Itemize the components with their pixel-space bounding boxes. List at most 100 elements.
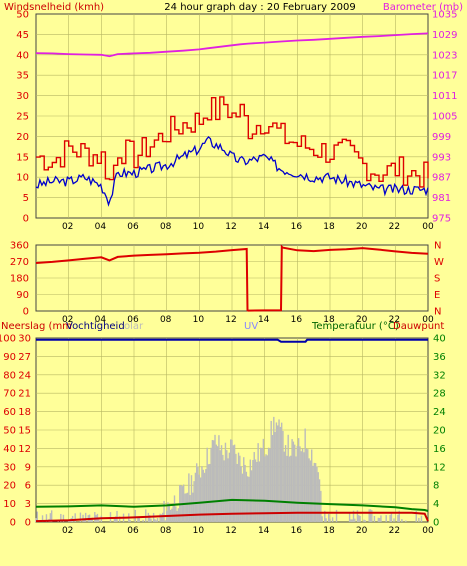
rain-y-tick: 27	[18, 352, 31, 363]
solar-bar	[202, 469, 204, 522]
wind-x-tick: 12	[225, 222, 236, 232]
wind-y-tick: 35	[16, 71, 29, 82]
solar-bar	[295, 456, 297, 522]
rain-x-tick: 00	[422, 526, 434, 536]
wind-x-tick: 22	[389, 222, 400, 232]
humidity-y-tick: 80	[3, 370, 16, 381]
wind-x-tick: 02	[62, 222, 73, 232]
solar-bar	[198, 474, 201, 522]
solar-bar	[193, 481, 195, 522]
solar-bar	[197, 466, 199, 522]
solar-bar	[397, 514, 399, 522]
solar-bar	[206, 447, 208, 522]
temperature-y-tick: 4	[433, 499, 439, 510]
direction-x-tick: 22	[389, 315, 400, 325]
wind-y-tick: 20	[16, 132, 29, 143]
solar-bar	[159, 513, 161, 522]
solar-bar	[385, 515, 387, 522]
solar-bar	[378, 517, 381, 522]
solar-bar	[271, 435, 274, 522]
wind-y-tick: 40	[16, 50, 29, 61]
temperature-y-tick: 8	[433, 481, 439, 492]
solar-bar	[220, 445, 223, 522]
solar-bar	[219, 450, 221, 522]
solar-bar	[356, 510, 359, 522]
solar-bar	[324, 510, 326, 522]
direction-x-tick: 08	[160, 315, 172, 325]
solar-bar	[288, 456, 291, 522]
solar-bar	[265, 454, 267, 522]
solar-bar	[243, 457, 245, 522]
solar-bar	[203, 472, 206, 522]
wind-y-tick: 0	[23, 214, 29, 225]
solar-bar	[314, 463, 317, 522]
solar-bar	[331, 517, 334, 522]
wind-x-tick: 10	[193, 222, 205, 232]
solar-bar	[250, 470, 253, 522]
solar-bar	[307, 449, 309, 522]
temperature-y-tick: 28	[433, 389, 446, 400]
barometer-y-tick: 987	[432, 173, 451, 184]
barometer-y-tick: 1029	[432, 30, 457, 41]
solar-bar	[134, 509, 137, 522]
rain-y-tick: 3	[25, 499, 31, 510]
solar-bar	[377, 517, 380, 522]
solar-bar	[150, 518, 152, 522]
compass-y-tick: S	[434, 274, 440, 285]
direction-y-tick: 0	[23, 307, 29, 318]
solar-bar	[364, 520, 366, 522]
direction-y-tick: 360	[10, 241, 29, 252]
solar-bar	[237, 452, 240, 522]
dewpoint-line	[35, 511, 429, 523]
solar-bar	[359, 515, 361, 522]
solar-bar	[233, 444, 236, 522]
solar-bar	[352, 510, 355, 522]
dewpoint-label: Dauwpunt	[393, 321, 444, 332]
solar-bar	[211, 440, 214, 522]
wind-x-tick: 20	[356, 222, 368, 232]
humidity-y-tick: 70	[3, 389, 16, 400]
compass-y-tick: W	[434, 257, 444, 268]
humidity-line	[36, 338, 428, 343]
solar-bar	[205, 469, 207, 522]
solar-bar	[98, 518, 100, 522]
solar-bar	[60, 513, 62, 522]
wind-y-tick: 45	[16, 30, 29, 41]
temperature-y-tick: 36	[433, 352, 446, 363]
solar-bar	[301, 448, 304, 522]
direction-y-tick: 180	[10, 274, 29, 285]
solar-bar	[393, 518, 395, 522]
direction-x-tick: 06	[127, 315, 139, 325]
wind-x-tick: 16	[291, 222, 303, 232]
solar-bar	[156, 518, 159, 522]
solar-bar	[199, 477, 202, 522]
wind-x-tick: 18	[323, 222, 335, 232]
wind-average-line	[35, 135, 429, 207]
solar-bar	[286, 455, 288, 522]
solar-bar	[50, 510, 53, 522]
solar-bar	[299, 446, 301, 522]
rain-x-tick: 12	[225, 526, 236, 536]
solar-bar	[207, 464, 210, 522]
solar-bar	[41, 515, 44, 522]
rain-x-tick: 14	[258, 526, 270, 536]
solar-bar	[162, 512, 164, 522]
solar-bar	[228, 452, 231, 522]
solar-bar	[190, 475, 193, 522]
solar-bar	[246, 476, 249, 522]
solar-bar	[373, 515, 376, 522]
solar-bar	[283, 451, 285, 522]
solar-bar	[263, 456, 266, 522]
solar-bar	[137, 517, 139, 522]
solar-bar	[260, 447, 262, 522]
barometer-y-tick: 1017	[432, 71, 457, 82]
solar-bar	[189, 495, 191, 522]
solar-bar	[304, 428, 306, 522]
solar-bar	[313, 462, 316, 522]
humidity-y-tick: 40	[3, 444, 16, 455]
direction-x-tick: 16	[291, 315, 303, 325]
wind-direction-line	[35, 244, 429, 312]
temperature-y-tick: 32	[433, 370, 446, 381]
direction-y-tick: 90	[16, 290, 29, 301]
solar-bar	[214, 434, 216, 522]
